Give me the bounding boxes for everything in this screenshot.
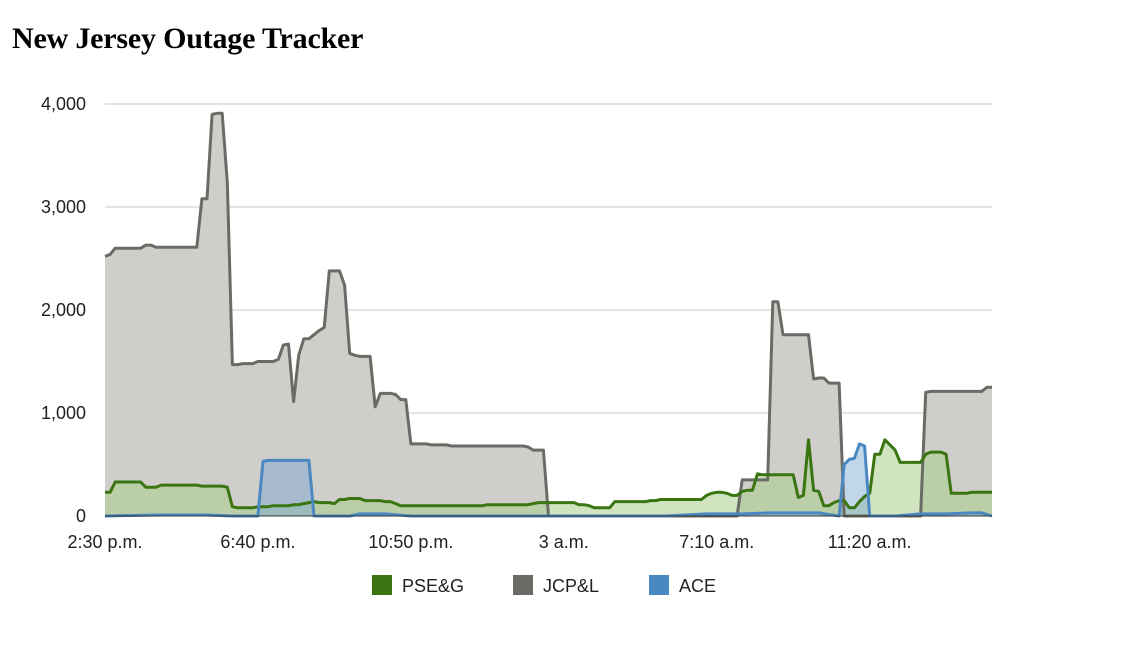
x-tick-label: 6:40 p.m. xyxy=(220,532,295,552)
series-line-pseg xyxy=(105,438,992,510)
y-tick-label: 4,000 xyxy=(41,94,86,114)
x-tick-label: 2:30 p.m. xyxy=(67,532,142,552)
legend-label: ACE xyxy=(679,576,716,596)
page-title: New Jersey Outage Tracker xyxy=(12,22,364,55)
legend-swatch xyxy=(372,575,392,595)
legend-label: JCP&L xyxy=(543,576,599,596)
series-line-jcpl xyxy=(104,111,992,518)
legend-label: PSE&G xyxy=(402,576,464,596)
legend-swatch xyxy=(513,575,533,595)
series-area-pseg xyxy=(105,439,992,516)
chart-axes: 0 1,000 2,000 3,000 4,000 2:30 p.m. 6:40 p.m. 1… xyxy=(41,94,992,552)
y-tick-label: 3,000 xyxy=(41,197,86,217)
y-tick-label: 1,000 xyxy=(41,403,86,423)
y-tick-label: 2,000 xyxy=(41,300,86,320)
legend-swatch xyxy=(649,575,669,595)
x-tick-label: 3 a.m. xyxy=(539,532,589,552)
x-tick-label: 7:10 a.m. xyxy=(679,532,754,552)
y-tick-label: 0 xyxy=(76,506,86,526)
x-tick-label: 10:50 p.m. xyxy=(368,532,453,552)
series-area-ace xyxy=(105,443,992,516)
chart-legend: PSE&G JCP&L ACE xyxy=(372,575,716,596)
chart-series-areas xyxy=(105,113,992,517)
x-tick-label: 11:20 a.m. xyxy=(828,532,912,552)
